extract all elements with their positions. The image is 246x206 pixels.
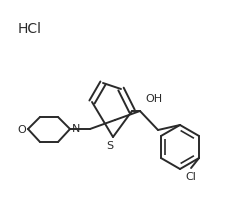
Text: S: S [107,140,114,150]
Text: OH: OH [145,94,162,103]
Text: HCl: HCl [18,22,42,36]
Text: O: O [17,124,26,134]
Text: Cl: Cl [186,171,197,181]
Text: N: N [72,123,80,133]
